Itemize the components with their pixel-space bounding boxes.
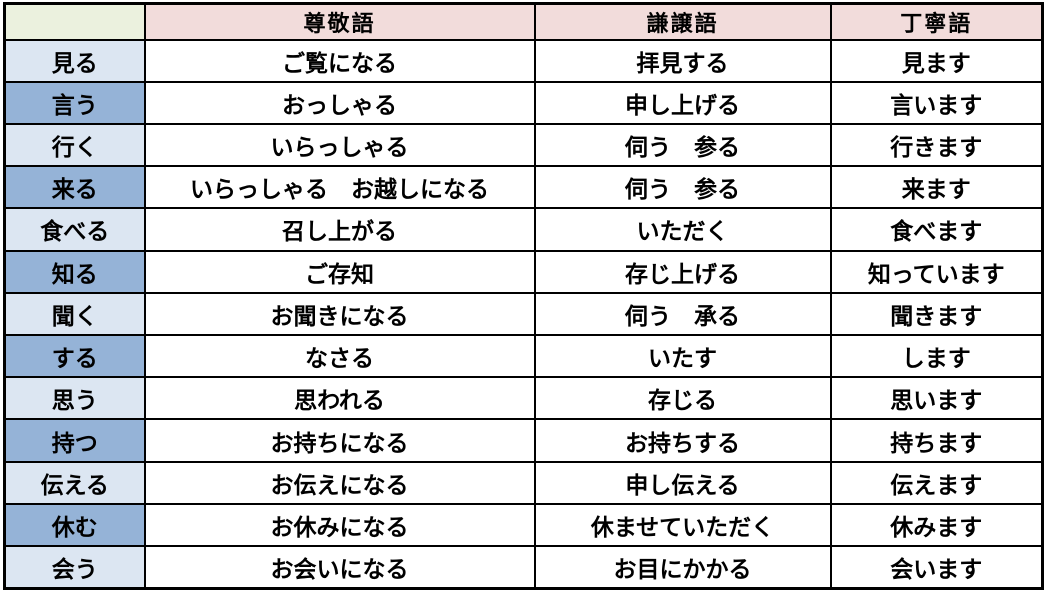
sonkeigo-cell: お持ちになる <box>143 418 536 463</box>
teineigo-cell: 会います <box>829 545 1044 590</box>
teineigo-cell: 思います <box>829 376 1044 421</box>
table-row: 持つ お持ちになる お持ちする 持ちます <box>3 418 1044 463</box>
teineigo-cell: 知っています <box>829 249 1044 294</box>
sonkeigo-cell: お聞きになる <box>143 291 536 337</box>
keigo-table: 尊敬語 謙譲語 丁寧語 見る ご覧になる 拝見する 見ます 言う おっしゃる 申… <box>3 2 1044 590</box>
sonkeigo-cell: いらっしゃる <box>143 122 536 168</box>
table-row: 行く いらっしゃる 伺う 参る 行きます <box>3 122 1044 168</box>
table-row: 食べる 召し上がる いただく 食べます <box>3 207 1044 252</box>
teineigo-cell: 休みます <box>829 502 1044 548</box>
kenjougo-cell: 拝見する <box>533 38 832 83</box>
table-row: 思う 思われる 存じる 思います <box>3 376 1044 421</box>
kenjougo-cell: 伺う 承る <box>533 291 832 337</box>
sonkeigo-cell: 召し上がる <box>143 207 536 252</box>
verb-cell: 会う <box>3 545 146 590</box>
kenjougo-cell: お持ちする <box>533 418 832 463</box>
table-row: 言う おっしゃる 申し上げる 言います <box>3 80 1044 125</box>
header-sonkeigo: 尊敬語 <box>143 2 536 41</box>
kenjougo-cell: 存じる <box>533 376 832 421</box>
sonkeigo-cell: ご存知 <box>143 249 536 294</box>
sonkeigo-cell: お会いになる <box>143 545 536 590</box>
verb-cell: 来る <box>3 165 146 210</box>
header-teineigo: 丁寧語 <box>829 2 1044 41</box>
verb-cell: 言う <box>3 80 146 125</box>
teineigo-cell: 聞きます <box>829 291 1044 337</box>
sonkeigo-cell: なさる <box>143 334 536 379</box>
teineigo-cell: 行きます <box>829 122 1044 168</box>
kenjougo-cell: いただく <box>533 207 832 252</box>
table-row: 知る ご存知 存じ上げる 知っています <box>3 249 1044 294</box>
corner-cell <box>3 2 146 41</box>
table-row: 会う お会いになる お目にかかる 会います <box>3 545 1044 590</box>
teineigo-cell: 言います <box>829 80 1044 125</box>
table-row: する なさる いたす します <box>3 334 1044 379</box>
header-row: 尊敬語 謙譲語 丁寧語 <box>3 2 1044 41</box>
kenjougo-cell: お目にかかる <box>533 545 832 590</box>
teineigo-cell: します <box>829 334 1044 379</box>
table-row: 聞く お聞きになる 伺う 承る 聞きます <box>3 291 1044 337</box>
verb-cell: 食べる <box>3 207 146 252</box>
kenjougo-cell: いたす <box>533 334 832 379</box>
sonkeigo-cell: 思われる <box>143 376 536 421</box>
kenjougo-cell: 伺う 参る <box>533 122 832 168</box>
verb-cell: 休む <box>3 502 146 548</box>
teineigo-cell: 来ます <box>829 165 1044 210</box>
teineigo-cell: 食べます <box>829 207 1044 252</box>
sonkeigo-cell: お伝えになる <box>143 460 536 505</box>
kenjougo-cell: 伺う 参る <box>533 165 832 210</box>
table-row: 来る いらっしゃる お越しになる 伺う 参る 来ます <box>3 165 1044 210</box>
verb-cell: 行く <box>3 122 146 168</box>
sonkeigo-cell: ご覧になる <box>143 38 536 83</box>
table-row: 見る ご覧になる 拝見する 見ます <box>3 38 1044 83</box>
sonkeigo-cell: お休みになる <box>143 502 536 548</box>
kenjougo-cell: 休ませていただく <box>533 502 832 548</box>
kenjougo-cell: 申し伝える <box>533 460 832 505</box>
table-row: 伝える お伝えになる 申し伝える 伝えます <box>3 460 1044 505</box>
kenjougo-cell: 申し上げる <box>533 80 832 125</box>
kenjougo-cell: 存じ上げる <box>533 249 832 294</box>
teineigo-cell: 見ます <box>829 38 1044 83</box>
teineigo-cell: 持ちます <box>829 418 1044 463</box>
teineigo-cell: 伝えます <box>829 460 1044 505</box>
verb-cell: 見る <box>3 38 146 83</box>
verb-cell: 知る <box>3 249 146 294</box>
table-row: 休む お休みになる 休ませていただく 休みます <box>3 502 1044 548</box>
verb-cell: 伝える <box>3 460 146 505</box>
verb-cell: 聞く <box>3 291 146 337</box>
verb-cell: 持つ <box>3 418 146 463</box>
verb-cell: 思う <box>3 376 146 421</box>
sonkeigo-cell: おっしゃる <box>143 80 536 125</box>
sonkeigo-cell: いらっしゃる お越しになる <box>143 165 536 210</box>
header-kenjougo: 謙譲語 <box>533 2 832 41</box>
verb-cell: する <box>3 334 146 379</box>
